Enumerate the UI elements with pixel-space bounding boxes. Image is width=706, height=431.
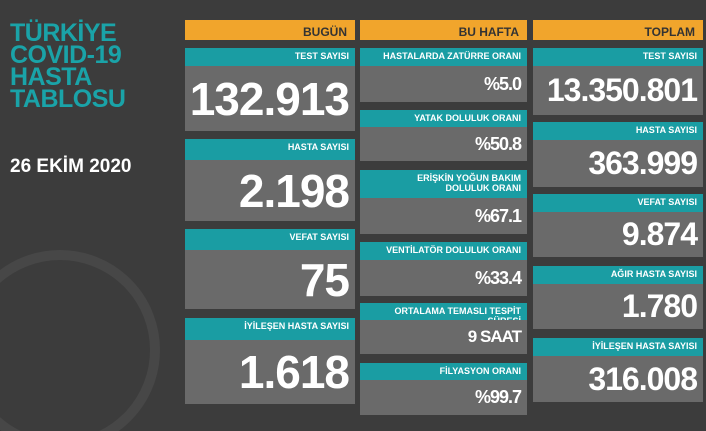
- stat-label: HASTA SAYISI: [185, 139, 355, 160]
- stat-value: 13.350.801: [533, 66, 703, 115]
- stat-value: %99.7: [360, 380, 527, 415]
- stat-value: %67.1: [360, 198, 527, 234]
- column-header: TOPLAM: [533, 20, 703, 40]
- stat-value: %5.0: [360, 66, 527, 102]
- stat-label: TEST SAYISI: [533, 48, 703, 66]
- title-line: TABLOSU: [10, 85, 126, 113]
- stat-label: İYİLEŞEN HASTA SAYISI: [185, 318, 355, 340]
- stat-value: %50.8: [360, 127, 527, 161]
- stat-value: 1.780: [533, 284, 703, 329]
- stat-label: TEST SAYISI: [185, 48, 355, 66]
- stat-value: 1.618: [185, 340, 355, 404]
- stat-label: VEFAT SAYISI: [185, 229, 355, 250]
- stat-value: 2.198: [185, 160, 355, 221]
- stat-label: HASTALARDA ZATÜRRE ORANI: [360, 48, 527, 66]
- stat-label: İYİLEŞEN HASTA SAYISI: [533, 338, 703, 356]
- title-line: HASTA: [10, 63, 92, 91]
- stat-value: 132.913: [185, 66, 355, 131]
- stat-label: ERİŞKİN YOĞUN BAKIM DOLULUK ORANI: [360, 170, 527, 198]
- column-header: BUGÜN: [185, 20, 355, 40]
- stat-label: VENTİLATÖR DOLULUK ORANI: [360, 242, 527, 260]
- title-line: COVID-19: [10, 41, 122, 69]
- stat-label: FİLYASYON ORANI: [360, 363, 527, 380]
- stat-value: %33.4: [360, 260, 527, 296]
- stat-value: 316.008: [533, 356, 703, 402]
- column-header: BU HAFTA: [360, 20, 527, 40]
- emblem: [0, 250, 160, 431]
- stat-value: 9.874: [533, 212, 703, 257]
- stat-value: 363.999: [533, 140, 703, 187]
- stat-label: YATAK DOLULUK ORANI: [360, 110, 527, 127]
- date: 26 EKİM 2020: [10, 156, 132, 177]
- stat-value: 75: [185, 250, 355, 309]
- title: TÜRKİYE COVID-19 HASTA TABLOSU: [10, 19, 126, 113]
- title-line: TÜRKİYE: [10, 19, 117, 47]
- stat-label: AĞIR HASTA SAYISI: [533, 266, 703, 284]
- stat-label: ORTALAMA TEMASLI TESPİT SÜRESİ: [360, 303, 527, 326]
- stat-label: HASTA SAYISI: [533, 122, 703, 140]
- stat-value: 9 SAAT: [360, 320, 527, 354]
- stat-label: VEFAT SAYISI: [533, 194, 703, 212]
